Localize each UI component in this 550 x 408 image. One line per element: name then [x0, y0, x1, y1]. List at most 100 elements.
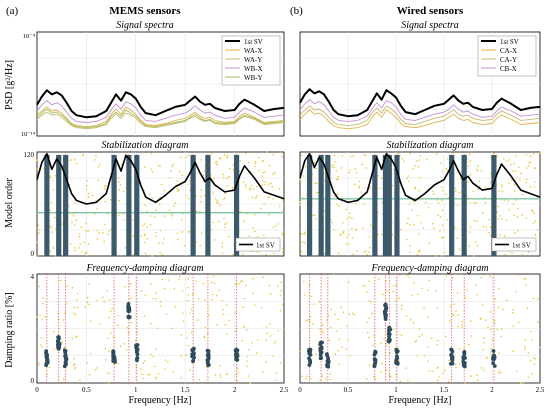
- stab-spurious-pole: [411, 209, 413, 211]
- fd-xtick-label: 0.5: [344, 386, 353, 394]
- fd-spurious-pole: [141, 373, 144, 376]
- fd-spurious-pole: [96, 367, 98, 369]
- stab-spurious-pole: [354, 168, 357, 170]
- fd-spurious-pole: [368, 364, 371, 367]
- fd-spurious-pole: [106, 337, 109, 339]
- ylabel-damping: Damping ratio [%]: [4, 292, 15, 368]
- fd-xtick-label: 1.5: [440, 386, 449, 394]
- stab-spurious-pole: [397, 152, 400, 155]
- fd-spurious-pole: [326, 319, 328, 322]
- stab-spurious-pole: [441, 209, 444, 212]
- stab-spurious-pole: [416, 253, 419, 256]
- stab-spurious-pole: [245, 152, 247, 154]
- fd-spurious-pole: [142, 362, 144, 365]
- stab-spurious-pole: [49, 176, 52, 179]
- stab-spurious-pole: [79, 243, 82, 245]
- fd-spurious-pole: [457, 314, 459, 316]
- stab-spurious-pole: [73, 158, 76, 161]
- stab-spurious-pole: [440, 255, 443, 257]
- stab-spurious-pole: [272, 198, 274, 200]
- stab-spurious-pole: [213, 177, 215, 179]
- fd-spurious-pole: [418, 335, 421, 338]
- stab-spurious-pole: [409, 251, 411, 254]
- fd-spurious-pole: [512, 350, 515, 352]
- fd-spurious-pole: [537, 298, 539, 300]
- stab-spurious-pole: [323, 210, 326, 212]
- fd-spurious-pole: [427, 360, 429, 363]
- stab-spurious-pole: [37, 254, 39, 257]
- stab-spurious-pole: [500, 185, 503, 188]
- stab-spurious-pole: [472, 190, 474, 193]
- fd-spurious-pole: [524, 348, 526, 350]
- fd-spurious-pole: [373, 335, 375, 337]
- fd-spurious-pole: [448, 359, 450, 362]
- stab-spurious-pole: [50, 226, 53, 229]
- spectra-legend-label: WB-Y: [244, 74, 263, 82]
- stab-spurious-pole: [270, 182, 272, 184]
- fd-spurious-pole: [500, 328, 503, 330]
- stab-spurious-pole: [104, 186, 107, 188]
- stab-stable-column: [111, 155, 117, 256]
- fd-spurious-pole: [79, 379, 81, 381]
- stab-spurious-pole: [345, 243, 348, 246]
- stab-spurious-pole: [352, 253, 355, 256]
- stab-spurious-pole: [355, 171, 358, 174]
- fd-spurious-pole: [108, 350, 110, 352]
- fd-spurious-pole: [336, 349, 339, 352]
- fd-spurious-pole: [154, 365, 156, 368]
- stab-spurious-pole: [418, 159, 420, 161]
- fd-spurious-pole: [423, 306, 425, 309]
- stab-spurious-pole: [314, 214, 316, 217]
- stab-spurious-pole: [517, 229, 519, 232]
- fd-spurious-pole: [280, 289, 283, 292]
- stab-spurious-pole: [199, 195, 202, 198]
- fd-spurious-pole: [498, 372, 500, 374]
- fd-stable-pole: [462, 350, 467, 354]
- fd-spurious-pole: [236, 379, 239, 382]
- stab-spurious-pole: [351, 227, 353, 230]
- stab-spurious-pole: [160, 183, 163, 186]
- fd-stable-pole: [192, 355, 196, 360]
- stab-spurious-pole: [151, 255, 153, 257]
- fd-spurious-pole: [116, 324, 119, 327]
- fd-spurious-pole: [512, 308, 514, 311]
- stab-spurious-pole: [468, 245, 471, 247]
- stab-spurious-pole: [406, 222, 409, 224]
- stab-spurious-pole: [181, 218, 183, 221]
- fd-spurious-pole: [525, 284, 527, 287]
- fd-spurious-pole: [385, 369, 388, 371]
- stab-spurious-pole: [251, 184, 253, 187]
- stab-spurious-pole: [377, 175, 380, 177]
- fd-spurious-pole: [468, 343, 470, 346]
- fd-spurious-pole: [219, 373, 222, 376]
- stab-spurious-pole: [305, 165, 307, 168]
- stab-spurious-pole: [174, 202, 177, 205]
- fd-spurious-pole: [266, 332, 268, 335]
- fd-spurious-pole: [319, 380, 322, 382]
- fd-spurious-pole: [368, 300, 370, 302]
- fd-spurious-pole: [178, 278, 180, 281]
- fd-stable-pole: [320, 340, 324, 345]
- stab-spurious-pole: [407, 180, 410, 182]
- fd-spurious-pole: [383, 337, 386, 340]
- stab-spurious-pole: [132, 219, 134, 221]
- stab-spurious-pole: [484, 196, 486, 199]
- fd-spurious-pole: [279, 294, 282, 297]
- fd-spurious-pole: [125, 349, 128, 351]
- stab-stable-column: [190, 155, 196, 256]
- fd-spurious-pole: [41, 296, 44, 299]
- fd-spurious-pole: [238, 282, 240, 285]
- stab-spurious-pole: [78, 236, 81, 238]
- stab-spurious-pole: [245, 186, 247, 189]
- stab-spurious-pole: [95, 155, 97, 157]
- fd-spurious-pole: [328, 339, 330, 341]
- stab-spurious-pole: [528, 161, 531, 164]
- fd-spurious-pole: [353, 314, 356, 316]
- stab-spurious-pole: [498, 190, 500, 192]
- stab-spurious-pole: [441, 170, 444, 173]
- fd-spurious-pole: [167, 361, 169, 363]
- fd-spurious-pole: [74, 367, 76, 370]
- stab-spurious-pole: [254, 213, 256, 216]
- stab-spurious-pole: [149, 224, 152, 226]
- stab-spurious-pole: [340, 167, 343, 169]
